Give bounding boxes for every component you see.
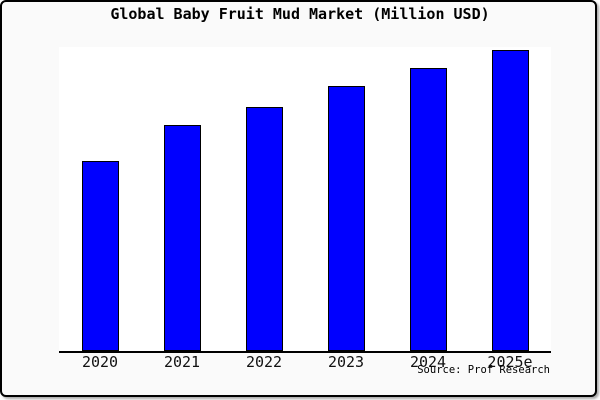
bar-2022 xyxy=(245,107,283,351)
bar-column-2023 xyxy=(305,47,387,351)
x-tick-label-2020: 2020 xyxy=(81,353,119,371)
x-tick-label-2021: 2021 xyxy=(163,353,201,371)
plot-area xyxy=(59,47,551,353)
bar-2025e xyxy=(491,50,529,351)
bar-2020 xyxy=(81,161,119,351)
x-tick-label-2025e: 2025e xyxy=(487,353,533,371)
chart-title: Global Baby Fruit Mud Market (Million US… xyxy=(110,5,490,23)
bar-column-2020 xyxy=(59,47,141,351)
bar-column-2021 xyxy=(141,47,223,351)
bar-2021 xyxy=(163,125,201,351)
source-credit: Source: Prof Research xyxy=(417,364,550,376)
bar-column-2022 xyxy=(223,47,305,351)
bar-2024 xyxy=(409,68,447,351)
x-tick-label-2023: 2023 xyxy=(327,353,365,371)
bar-2023 xyxy=(327,86,365,351)
x-axis-labels: 2020 2021 2022 2023 2024 2025e xyxy=(59,353,551,371)
x-tick-label-2022: 2022 xyxy=(245,353,283,371)
x-tick-label-2024: 2024 xyxy=(409,353,447,371)
bar-column-2025e xyxy=(469,47,551,351)
bar-column-2024 xyxy=(387,47,469,351)
